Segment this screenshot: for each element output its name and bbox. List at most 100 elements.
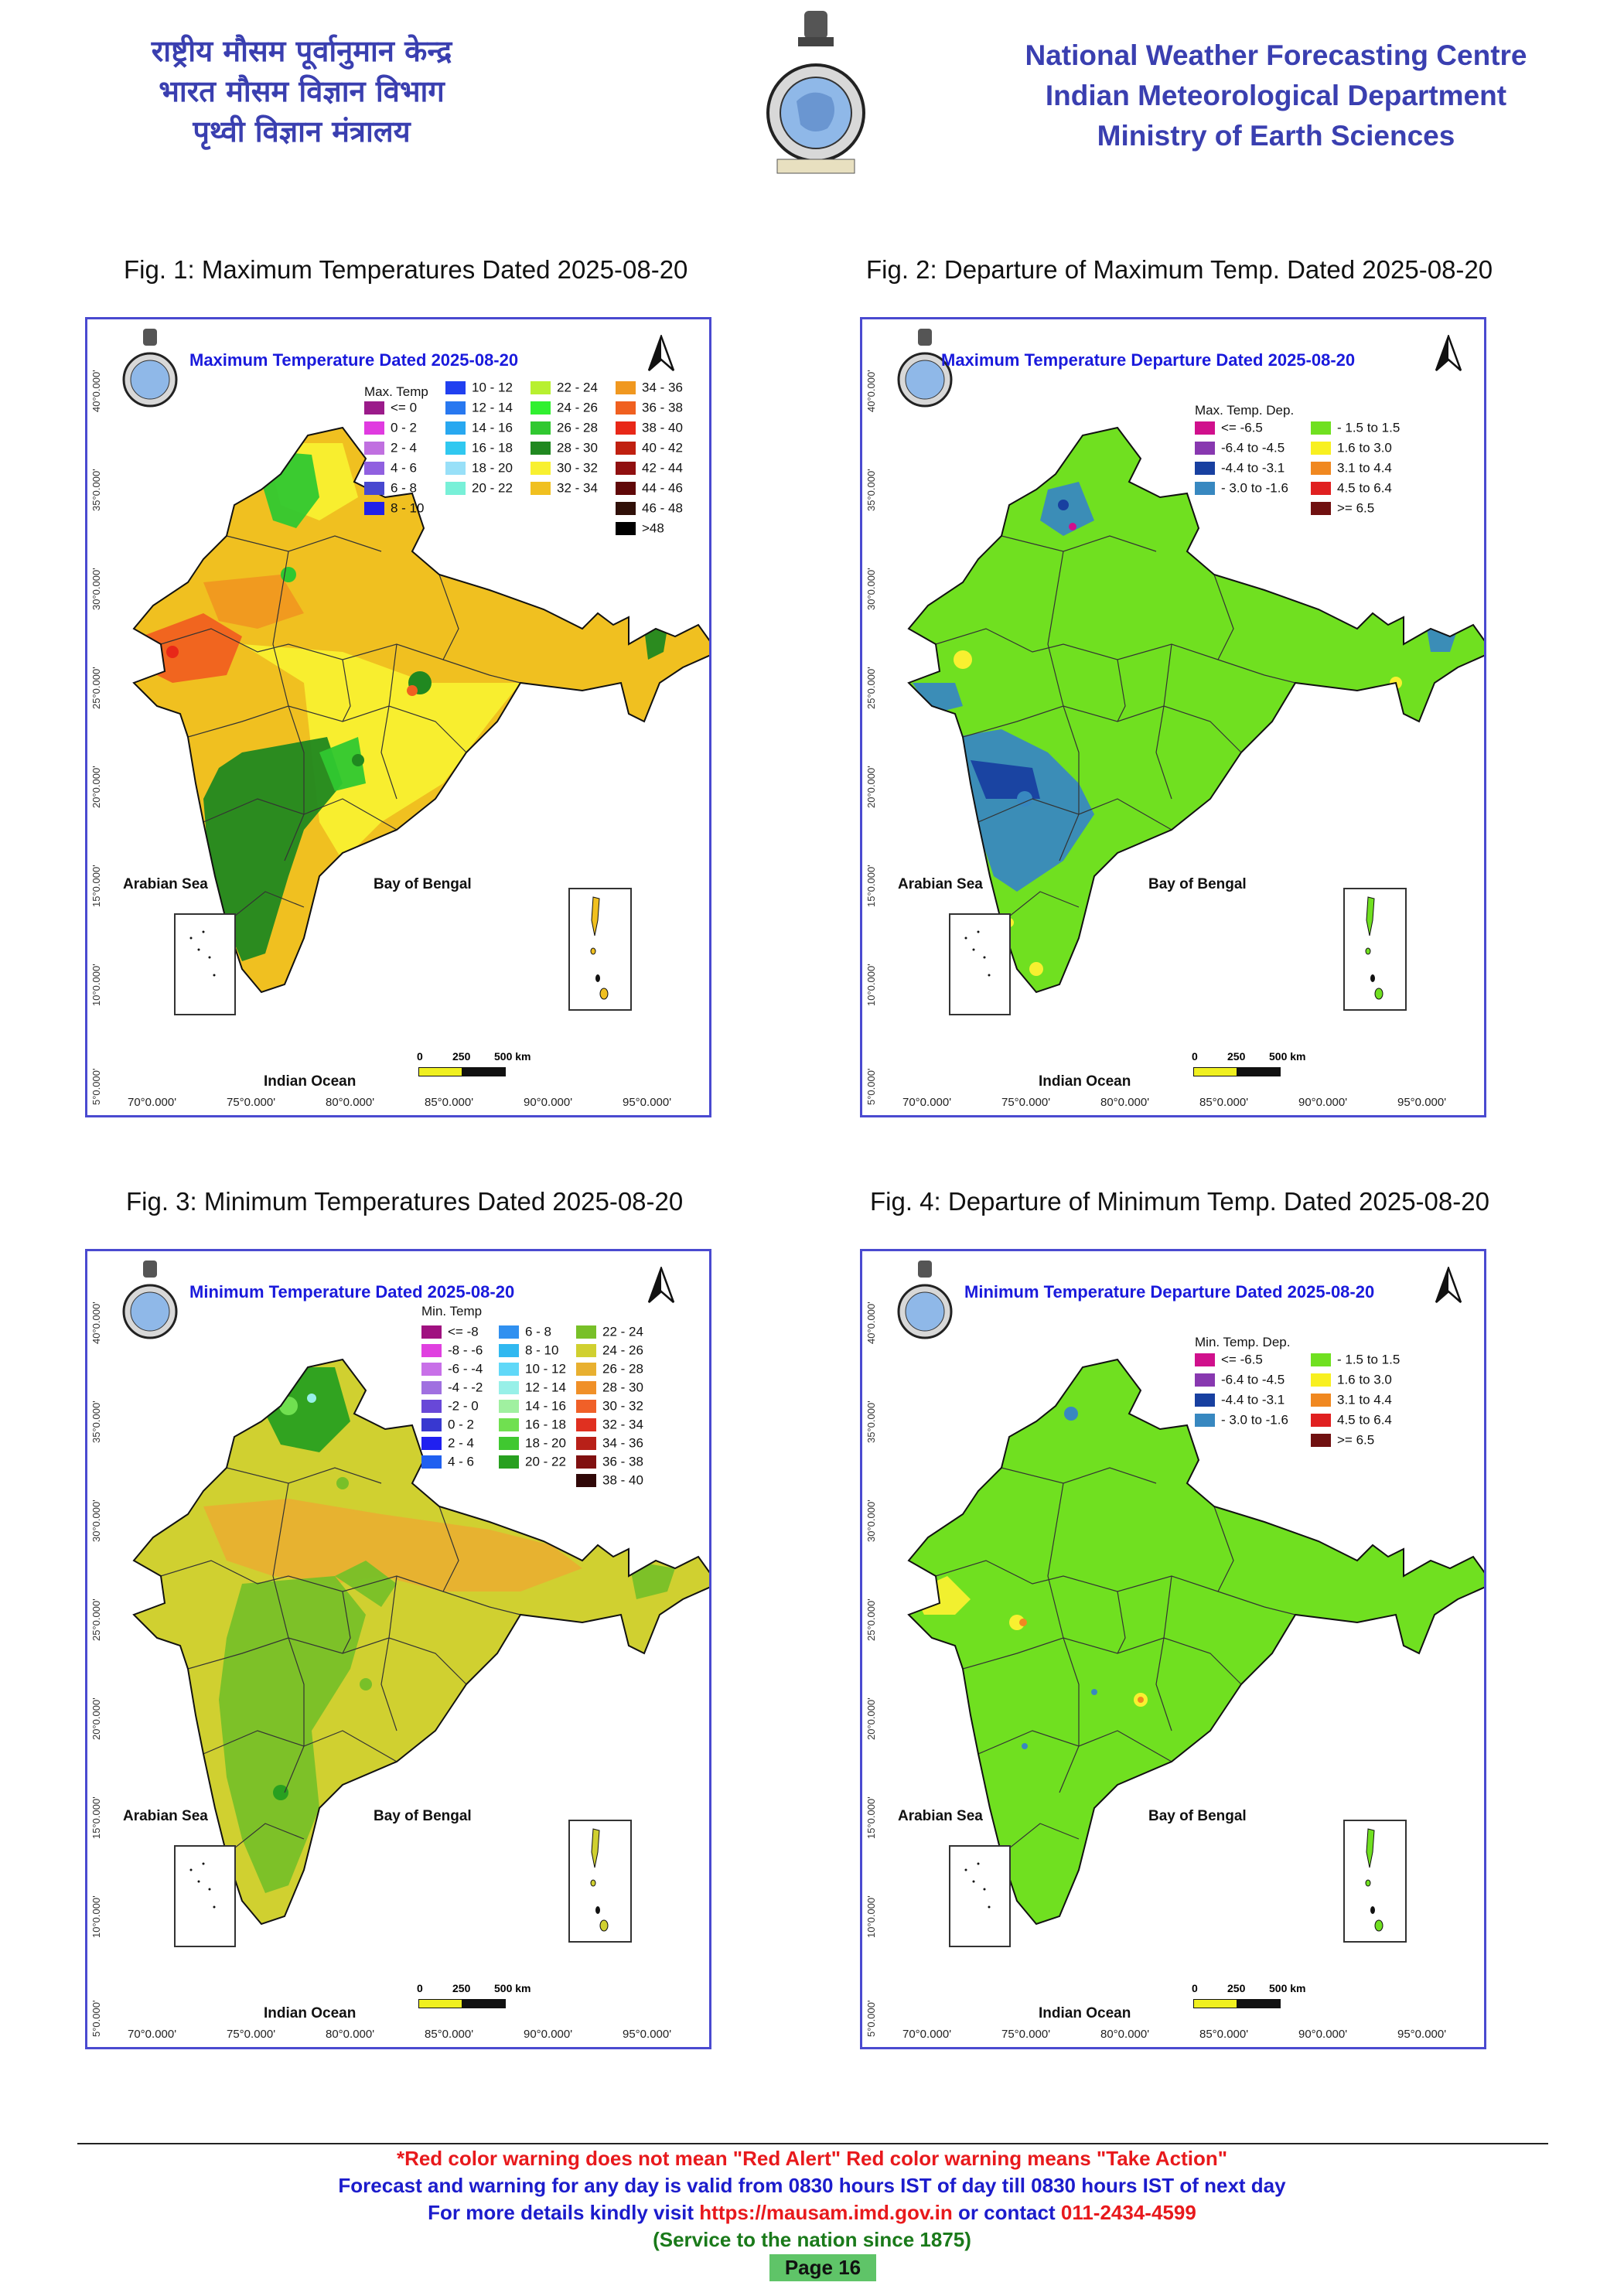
legend-label: 18 - 20 (472, 460, 513, 476)
legend-item: -6 - -4 (421, 1361, 483, 1378)
footer-line-1: *Red color warning does not mean "Red Al… (396, 2147, 1228, 2170)
legend-label: 16 - 18 (525, 1417, 566, 1432)
legend-item: 22 - 24 (531, 380, 598, 397)
map-title: Minimum Temperature Dated 2025-08-20 (189, 1282, 515, 1302)
legend-label: 1.6 to 3.0 (1337, 1372, 1392, 1387)
legend-item: 24 - 26 (531, 400, 598, 417)
latitude-label: 40°0.000' (865, 1302, 877, 1344)
legend-item: 28 - 30 (576, 1380, 643, 1397)
latitude-label: 10°0.000' (865, 1895, 877, 1938)
legend-label: >48 (642, 520, 664, 536)
legend-swatch (616, 462, 636, 476)
legend-item: 10 - 12 (499, 1361, 566, 1378)
latitude-label: 20°0.000' (865, 1697, 877, 1740)
footer-phone: 011-2434-4599 (1060, 2201, 1196, 2224)
legend-label: -4.4 to -3.1 (1221, 460, 1285, 476)
india-map (132, 1358, 709, 1926)
legend-item: 28 - 30 (531, 440, 598, 457)
legend-swatch (364, 442, 384, 455)
legend-label: 12 - 14 (525, 1380, 566, 1395)
longitude-label: 75°0.000' (1001, 1096, 1051, 1109)
legend-label: - 1.5 to 1.5 (1337, 420, 1401, 435)
legend-swatch (1195, 442, 1215, 455)
legend-swatch (616, 421, 636, 435)
legend-item: 3.1 to 4.4 (1311, 1392, 1392, 1409)
legend-item: 44 - 46 (616, 480, 683, 497)
legend-swatch (1311, 1434, 1331, 1448)
legend-swatch (1311, 1353, 1331, 1367)
legend-swatch (499, 1381, 519, 1395)
legend-label: 24 - 26 (557, 400, 598, 415)
legend-item: -4.4 to -3.1 (1195, 1392, 1285, 1409)
legend-item: 32 - 34 (531, 480, 598, 497)
legend-swatch (364, 502, 384, 516)
legend-label: 42 - 44 (642, 460, 683, 476)
legend-item: 30 - 32 (576, 1398, 643, 1415)
footer-line-4: (Service to the nation since 1875) (653, 2228, 971, 2251)
longitude-label: 80°0.000' (326, 2028, 375, 2041)
legend-label: 2 - 4 (391, 440, 418, 455)
latitude-label: 35°0.000' (865, 469, 877, 511)
legend-item: 34 - 36 (616, 380, 683, 397)
legend-swatch (576, 1437, 596, 1451)
legend-swatch (364, 462, 384, 476)
legend-label: 28 - 30 (557, 440, 598, 455)
footer-website-link[interactable]: https://mausam.imd.gov.in (699, 2201, 953, 2224)
longitude-label: 95°0.000' (623, 1096, 672, 1109)
longitude-label: 85°0.000' (1199, 1096, 1249, 1109)
legend-item: 20 - 22 (445, 480, 513, 497)
longitude-label: 95°0.000' (623, 2028, 672, 2041)
legend-swatch (1195, 1394, 1215, 1407)
legend-label: -6.4 to -4.5 (1221, 440, 1285, 455)
legend-item: <= -8 (421, 1324, 479, 1341)
legend-label: 14 - 16 (472, 420, 513, 435)
latitude-label: 10°0.000' (90, 1895, 102, 1938)
legend-item: 38 - 40 (616, 420, 683, 437)
legend-label: 24 - 26 (602, 1342, 643, 1358)
longitude-label: 90°0.000' (524, 2028, 573, 2041)
legend-item: 20 - 22 (499, 1454, 566, 1471)
legend-item: 30 - 32 (531, 460, 598, 477)
longitude-label: 75°0.000' (227, 2028, 276, 2041)
legend-item: 14 - 16 (445, 420, 513, 437)
legend-swatch (1311, 1394, 1331, 1407)
legend-item: 2 - 4 (421, 1435, 474, 1452)
fig3-map-panel: Minimum Temperature Dated 2025-08-20 Min.… (85, 1249, 711, 2049)
legend-item: 4.5 to 6.4 (1311, 1412, 1392, 1429)
legend-label: 6 - 8 (391, 480, 418, 496)
legend-swatch (364, 421, 384, 435)
latitude-label: 25°0.000' (865, 1598, 877, 1641)
legend-item: -6.4 to -4.5 (1195, 440, 1285, 457)
legend-label: 3.1 to 4.4 (1337, 1392, 1392, 1407)
legend-label: - 3.0 to -1.6 (1221, 1412, 1288, 1428)
legend-swatch (421, 1381, 442, 1395)
legend-swatch (531, 462, 551, 476)
latitude-label: 5°0.000' (865, 1068, 877, 1105)
legend-label: 8 - 10 (525, 1342, 559, 1358)
legend-swatch (445, 421, 466, 435)
legend-label: 0 - 2 (391, 420, 418, 435)
scale-label-500: 500 km (494, 1050, 531, 1063)
arabian-sea-label: Arabian Sea (898, 1808, 983, 1824)
legend-label: 3.1 to 4.4 (1337, 460, 1392, 476)
scale-label-250: 250 (452, 1050, 471, 1063)
legend-item: 46 - 48 (616, 500, 683, 517)
longitude-label: 80°0.000' (326, 1096, 375, 1109)
imd-logo-icon (895, 1259, 955, 1344)
legend-label: 6 - 8 (525, 1324, 552, 1339)
north-arrow-icon (646, 1265, 677, 1305)
legend-item: 12 - 14 (445, 400, 513, 417)
legend-label: -8 - -6 (448, 1342, 483, 1358)
legend-item: 0 - 2 (421, 1417, 474, 1434)
legend-label: 22 - 24 (602, 1324, 643, 1339)
legend-swatch (499, 1363, 519, 1377)
legend-item: 2 - 4 (364, 440, 417, 457)
latitude-label: 20°0.000' (90, 1697, 102, 1740)
legend-label: 30 - 32 (557, 460, 598, 476)
legend-swatch (421, 1325, 442, 1339)
latitude-label: 25°0.000' (865, 667, 877, 709)
legend-swatch (616, 381, 636, 395)
footer-validity: Forecast and warning for any day is vali… (0, 2172, 1624, 2199)
legend-item: >= 6.5 (1311, 1432, 1374, 1449)
legend-item: 12 - 14 (499, 1380, 566, 1397)
